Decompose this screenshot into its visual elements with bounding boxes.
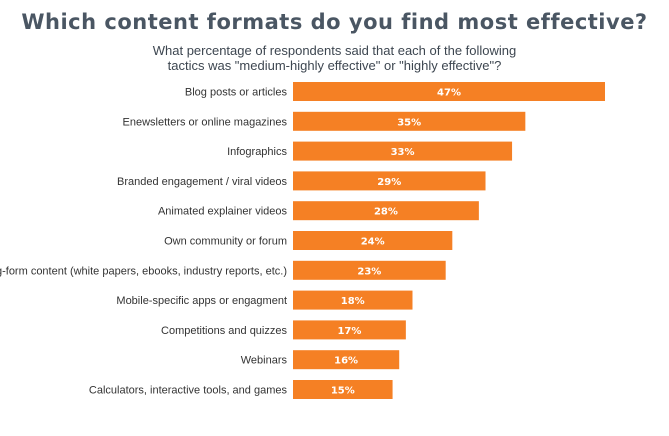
bar-value-label: 15% [331,386,355,397]
bar [293,201,479,221]
bar [293,260,446,280]
bar [293,290,413,310]
category-label: Animated explainer videos [158,206,288,218]
category-label: Long-form content (white papers, ebooks,… [0,265,287,277]
bar-value-label: 16% [334,356,358,367]
category-label: Branded engagement / viral videos [117,176,287,188]
bar-value-label: 47% [437,88,461,99]
bar [293,320,406,340]
bar-value-label: 17% [337,326,361,337]
category-label: Enewsletters or online magazines [123,116,288,128]
category-label: Webinars [241,355,288,367]
chart-title: Which content formats do you find most e… [21,10,648,34]
bar [293,231,453,250]
chart-subtitle-line-2: tactics was "medium-highly effective" or… [167,58,502,73]
bar-value-label: 18% [341,296,365,307]
bar [293,111,526,131]
bar-value-label: 24% [361,237,385,248]
bar-value-label: 29% [377,177,401,188]
category-label: Own community or forum [164,236,287,248]
bar-value-label: 33% [391,147,415,158]
bar [293,141,513,161]
bar-value-label: 35% [397,117,421,128]
bar [293,171,486,191]
category-label: Mobile-specific apps or engagment [116,295,287,307]
bar-value-label: 28% [374,207,398,218]
chart-subtitle: What percentage of respondents said that… [0,43,669,73]
category-label: Infographics [227,146,287,158]
chart-subtitle-line-1: What percentage of respondents said that… [152,43,517,58]
category-label: Calculators, interactive tools, and game… [89,385,288,397]
category-label: Competitions and quizzes [161,325,287,337]
bar [293,350,400,370]
bar [293,82,605,101]
bar-value-label: 23% [357,266,381,277]
category-label: Blog posts or articles [185,87,288,99]
bar [293,380,393,399]
